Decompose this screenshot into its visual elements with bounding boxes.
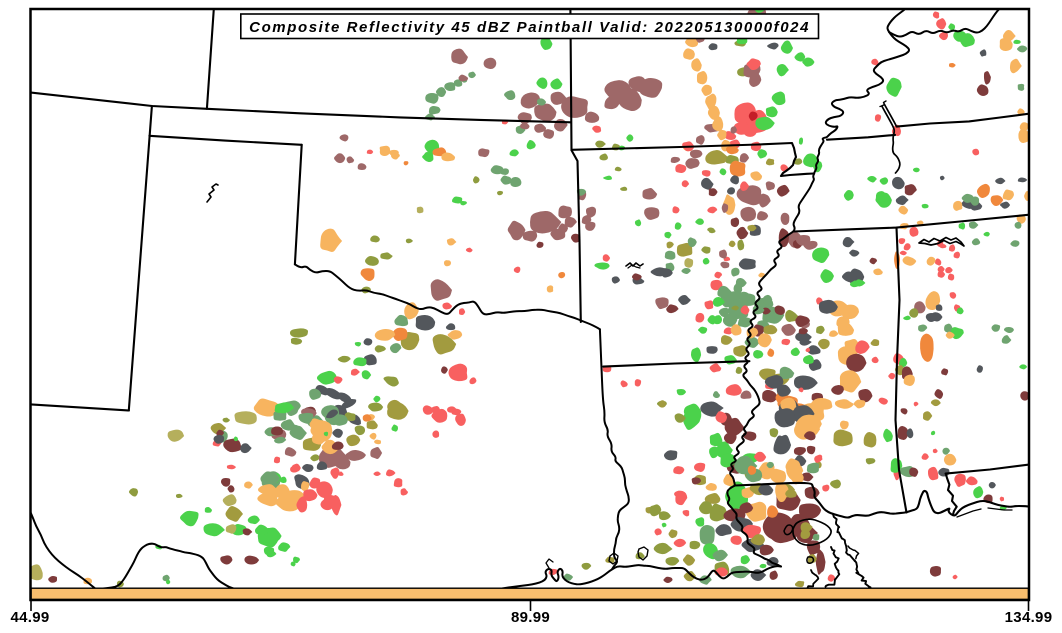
- svg-text:89.99: 89.99: [511, 609, 550, 626]
- svg-text:134.99: 134.99: [1005, 609, 1053, 626]
- svg-text:Composite Reflectivity 45 dBZ: Composite Reflectivity 45 dBZ Paintball …: [249, 19, 810, 36]
- svg-text:44.99: 44.99: [10, 609, 49, 626]
